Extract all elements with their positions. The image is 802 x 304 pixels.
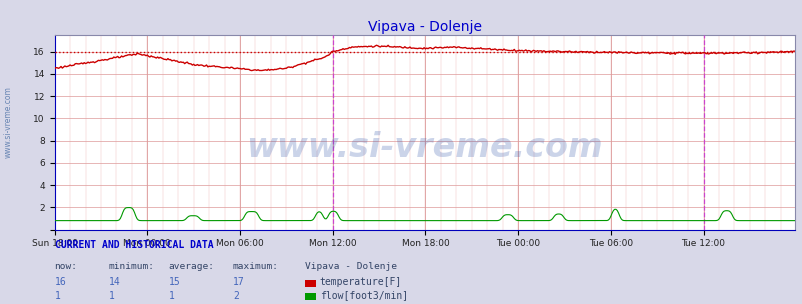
Text: 17: 17 — [233, 277, 245, 287]
Text: average:: average: — [168, 262, 214, 271]
Title: Vipava - Dolenje: Vipava - Dolenje — [367, 20, 481, 34]
Text: 15: 15 — [168, 277, 180, 287]
Text: 2: 2 — [233, 291, 238, 301]
Text: 1: 1 — [108, 291, 114, 301]
Text: 16: 16 — [55, 277, 67, 287]
Text: maximum:: maximum: — [233, 262, 278, 271]
Text: CURRENT AND HISTORICAL DATA: CURRENT AND HISTORICAL DATA — [55, 240, 213, 250]
Text: www.si-vreme.com: www.si-vreme.com — [3, 86, 13, 157]
Text: 1: 1 — [55, 291, 60, 301]
Text: flow[foot3/min]: flow[foot3/min] — [319, 291, 407, 301]
Text: now:: now: — [55, 262, 78, 271]
Text: minimum:: minimum: — [108, 262, 154, 271]
Text: temperature[F]: temperature[F] — [319, 277, 401, 287]
Text: Vipava - Dolenje: Vipava - Dolenje — [305, 262, 397, 271]
Text: www.si-vreme.com: www.si-vreme.com — [246, 131, 602, 164]
Text: 1: 1 — [168, 291, 174, 301]
Text: 14: 14 — [108, 277, 120, 287]
